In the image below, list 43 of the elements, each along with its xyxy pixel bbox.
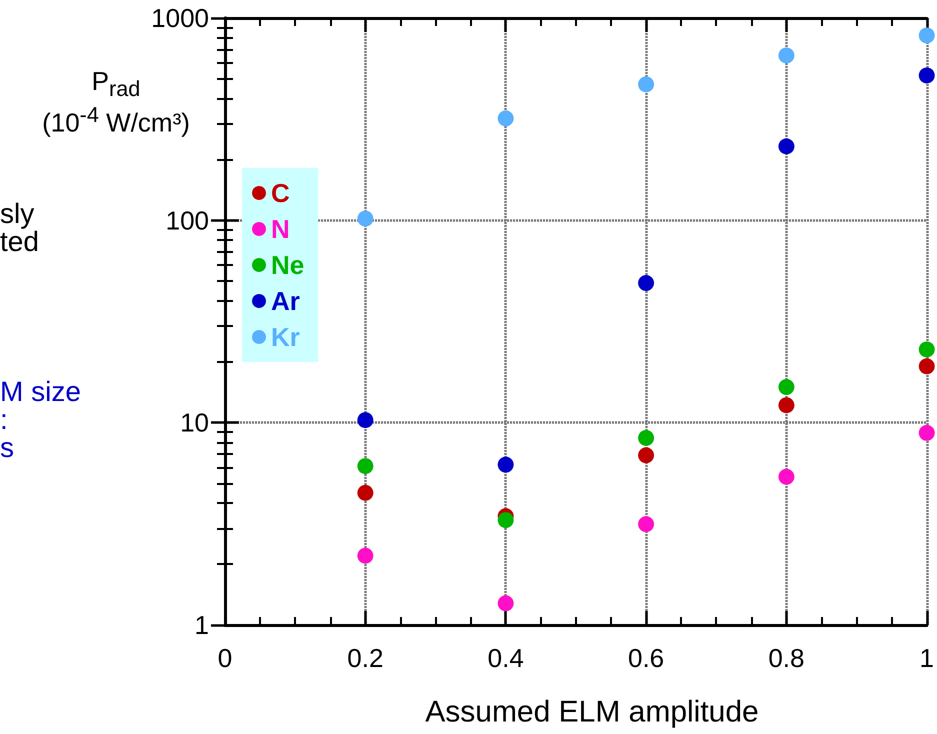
legend-label: Ar [271,286,300,316]
point [498,110,514,126]
x-tick-label: 1 [920,643,934,673]
point [918,67,935,84]
x-tick-label: 0.4 [488,643,524,673]
text: P$_{rad}$ (10$^{-4}$ W/cm³) [42,66,190,138]
point [638,516,654,532]
point [638,430,654,446]
legend-label: N [271,214,290,244]
y-tick-label: 10 [180,408,209,438]
text: M size : s [0,376,81,463]
x-tick-label: 0.2 [347,643,384,673]
x-tick-label: 0.8 [768,643,804,673]
point [778,138,794,154]
point [638,76,654,92]
x-tick-label: 0 [218,643,232,673]
point [357,484,374,501]
point [498,456,514,473]
point [638,275,654,292]
x-tick-label: 0.6 [628,643,664,673]
point [357,458,374,474]
y-tick-label: 1 [194,610,209,640]
point [918,358,935,374]
point [778,379,794,396]
point [357,210,374,227]
legend-label: Ne [271,250,304,280]
point [778,468,794,485]
text: sly ted [0,198,39,257]
x-axis-title: Assumed ELM amplitude [425,696,759,728]
point [357,548,374,564]
point [778,47,794,64]
legend-label: Kr [271,322,300,352]
y-tick-label: 1000 [151,3,209,33]
point [918,341,935,358]
point [638,447,654,464]
point [498,512,514,528]
legend-label: C [271,178,290,208]
point [918,27,935,44]
point [918,424,935,441]
y-tick-label: 100 [166,205,209,236]
point [357,412,374,428]
point [778,397,794,414]
point [498,595,514,612]
